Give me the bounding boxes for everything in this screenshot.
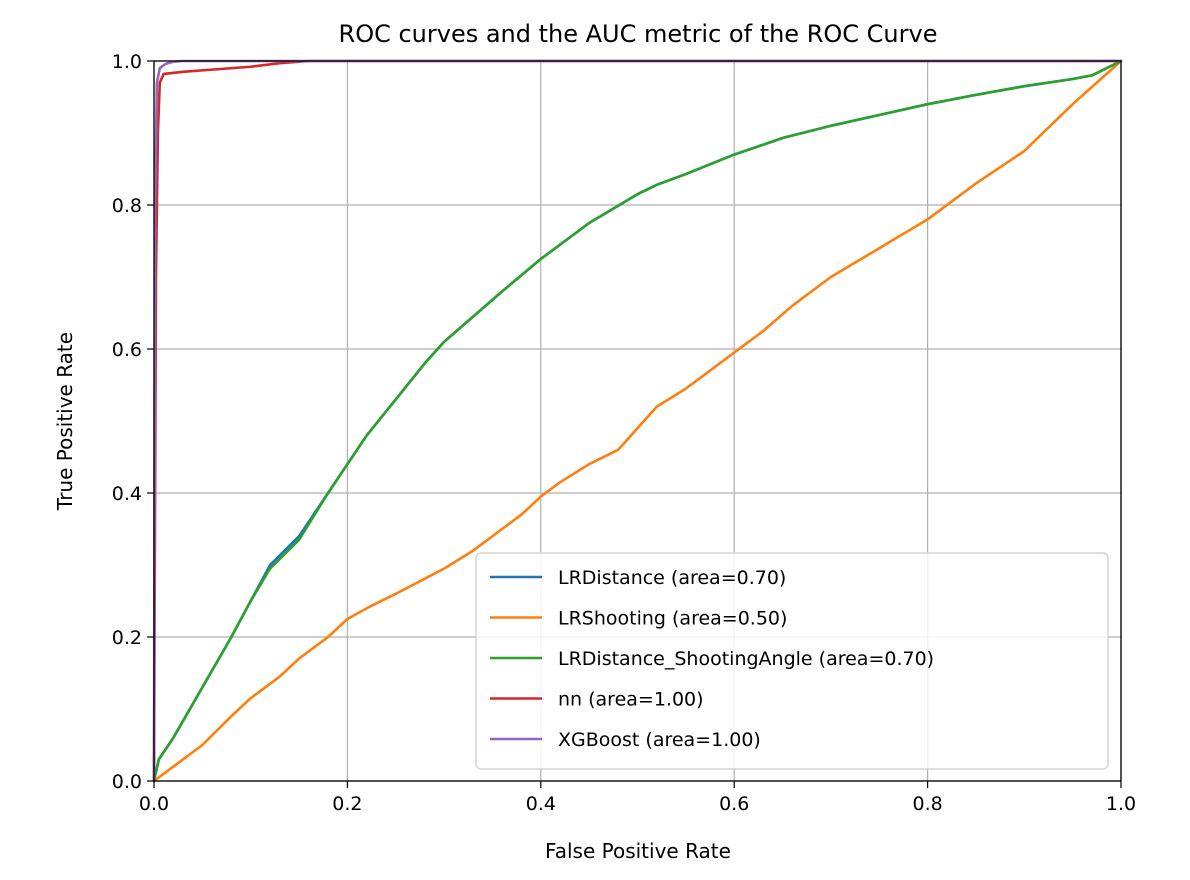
y-axis-label: True Positive Rate bbox=[53, 332, 77, 511]
series-layer bbox=[152, 59, 1123, 783]
legend: LRDistance (area=0.70) LRShooting (area=0… bbox=[475, 552, 1109, 770]
y-axis: 0.0 0.2 0.4 0.6 0.8 1.0 bbox=[112, 51, 154, 793]
x-tick-label: 0.2 bbox=[332, 793, 362, 815]
y-tick-label: 0.8 bbox=[112, 195, 142, 217]
legend-label-lrdistance-shootingangle: LRDistance_ShootingAngle (area=0.70) bbox=[558, 648, 934, 670]
plot-frame bbox=[153, 60, 1122, 782]
legend-label-lrdistance: LRDistance (area=0.70) bbox=[558, 567, 786, 589]
legend-label-lrshooting: LRShooting (area=0.50) bbox=[558, 608, 787, 630]
x-tick-label: 1.0 bbox=[1106, 793, 1136, 815]
y-tick-label: 0.2 bbox=[112, 627, 142, 649]
series-line-lrdistance-shootingangle bbox=[152, 59, 1123, 783]
y-tick-label: 0.6 bbox=[112, 339, 142, 361]
x-tick-label: 0.4 bbox=[526, 793, 556, 815]
y-tick-label: 0.4 bbox=[112, 483, 142, 505]
legend-label-nn: nn (area=1.00) bbox=[558, 689, 704, 711]
legend-box bbox=[475, 552, 1109, 770]
y-tick-label: 1.0 bbox=[112, 51, 142, 73]
legend-label-xgboost: XGBoost (area=1.00) bbox=[558, 729, 761, 751]
series-line-lrshooting bbox=[152, 59, 1123, 783]
x-axis-label: False Positive Rate bbox=[545, 839, 731, 863]
series-line-nn bbox=[152, 59, 1123, 783]
y-tick-label: 0.0 bbox=[112, 771, 142, 793]
x-axis: 0.0 0.2 0.4 0.6 0.8 1.0 bbox=[139, 781, 1136, 815]
x-tick-label: 0.6 bbox=[719, 793, 749, 815]
x-tick-label: 0.8 bbox=[912, 793, 942, 815]
x-tick-label: 0.0 bbox=[139, 793, 169, 815]
chart-title: ROC curves and the AUC metric of the ROC… bbox=[339, 20, 938, 48]
